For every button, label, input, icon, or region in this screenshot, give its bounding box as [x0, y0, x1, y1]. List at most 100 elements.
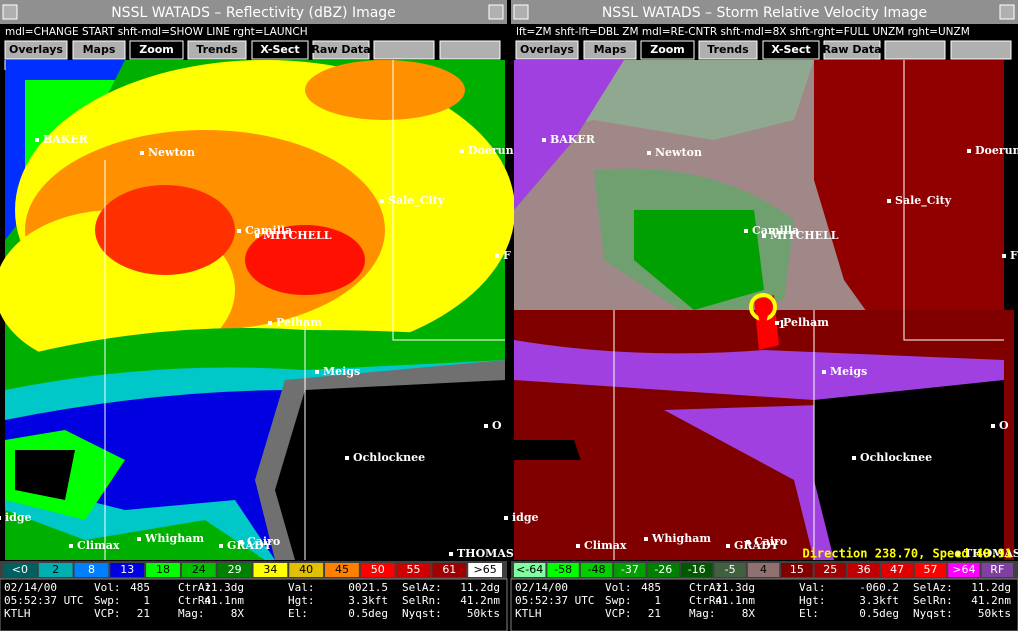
legend-swatch [217, 563, 252, 577]
status-field: VCP: [605, 607, 632, 620]
city-label: Camilla [752, 224, 799, 237]
toolbar-button[interactable] [950, 40, 1012, 60]
city-label: Pelham [276, 316, 322, 329]
city-dot [775, 321, 779, 325]
legend-label: -5 [725, 563, 736, 576]
city-label: BAKER [43, 133, 89, 146]
legend-label: 2 [52, 563, 59, 576]
status-field: 485 [130, 581, 150, 594]
status-field: 05:52:37 UTC [4, 594, 83, 607]
legend-swatch [468, 563, 502, 577]
legend-label: 15 [790, 563, 804, 576]
city-label: Climax [77, 539, 120, 552]
status-field: Hgt: [799, 594, 826, 607]
status-field: CtrAz: [178, 581, 218, 594]
legend-swatch [181, 563, 216, 577]
toolbar-button[interactable] [698, 40, 758, 60]
status-field: 11.2dg [971, 581, 1011, 594]
toolbar-button[interactable] [4, 40, 68, 60]
legend-swatch [289, 563, 324, 577]
status-field: 11.3dg [204, 581, 244, 594]
toolbar-button[interactable] [187, 40, 247, 60]
legend-swatch [781, 563, 813, 577]
toolbar-button[interactable] [373, 40, 435, 60]
status-field: Nyqst: [913, 607, 953, 620]
button-label: Raw Data [311, 43, 370, 56]
toolbar-button[interactable] [439, 40, 501, 60]
status-field: 41.1nm [715, 594, 755, 607]
button-label: Zoom [650, 43, 685, 56]
status-field: 0021.5 [348, 581, 388, 594]
legend-swatch [881, 563, 913, 577]
status-field: CtrRn: [178, 594, 218, 607]
toolbar-button[interactable] [583, 40, 637, 60]
legend-label: 61 [442, 563, 456, 576]
legend-swatch [38, 563, 73, 577]
toolbar-button[interactable] [515, 40, 579, 60]
city-label: Newton [655, 146, 702, 159]
status-field: 3.3kft [348, 594, 388, 607]
status-field: CtrAz: [689, 581, 729, 594]
city-label: GRADY [227, 539, 272, 552]
legend-swatch [981, 563, 1013, 577]
legend-swatch [614, 563, 646, 577]
toolbar-button[interactable] [884, 40, 946, 60]
toolbar-button[interactable] [762, 40, 820, 60]
legend-swatch [253, 563, 288, 577]
toolbar-button[interactable] [823, 40, 881, 60]
status-panel [0, 578, 508, 631]
status-field: 1 [654, 594, 661, 607]
legend-label: 8 [88, 563, 95, 576]
legend-swatch [914, 563, 947, 577]
city-label: Camilla [245, 224, 292, 237]
toolbar-button[interactable] [72, 40, 126, 60]
legend-swatch [714, 563, 746, 577]
city-label: Sale_City [388, 194, 445, 208]
status-field: CtrRn: [689, 594, 729, 607]
city-dot [140, 151, 144, 155]
city-dot [746, 540, 750, 544]
status-field: Val: [799, 581, 826, 594]
status-field: KTLH [4, 607, 31, 620]
toolbar-button[interactable] [129, 40, 184, 60]
city-label: Pelham [783, 316, 829, 329]
status-field: 05:52:37 UTC [515, 594, 594, 607]
city-label: idge [512, 511, 539, 524]
legend-swatch [747, 563, 780, 577]
city-dot [219, 544, 223, 548]
city-label: Ochlocknee [860, 451, 932, 464]
legend-label: 55 [407, 563, 421, 576]
legend-swatch [110, 563, 145, 577]
city-dot [239, 540, 243, 544]
button-label: Maps [594, 43, 627, 56]
button-label: X-Sect [771, 43, 810, 56]
city-dot [576, 544, 580, 548]
legend-swatch [580, 563, 613, 577]
legend-label: -37 [621, 563, 639, 576]
city-dot [484, 424, 488, 428]
legend-label: >65 [473, 563, 496, 576]
legend-label: 45 [335, 563, 349, 576]
legend-label: 57 [924, 563, 938, 576]
status-field: Swp: [94, 594, 121, 607]
city-label: MITCHELL [263, 229, 332, 242]
status-field: -060.2 [859, 581, 899, 594]
legend-swatch [647, 563, 679, 577]
toolbar-button[interactable] [312, 40, 370, 60]
status-field: El: [799, 607, 819, 620]
window-minimize[interactable] [999, 4, 1015, 20]
toolbar-button[interactable] [640, 40, 695, 60]
window-menu[interactable] [513, 4, 529, 20]
status-field: 50kts [978, 607, 1011, 620]
button-label: Raw Data [822, 43, 881, 56]
toolbar-button[interactable] [251, 40, 309, 60]
legend-label: 4 [760, 563, 767, 576]
city-label: Doerun [975, 144, 1018, 157]
status-field: SelRn: [402, 594, 442, 607]
city-label: F [503, 249, 511, 262]
window-minimize[interactable] [488, 4, 504, 20]
status-field: 50kts [467, 607, 500, 620]
city-label: F [1010, 249, 1018, 262]
window-menu[interactable] [2, 4, 18, 20]
status-field: 02/14/00 [515, 581, 568, 594]
